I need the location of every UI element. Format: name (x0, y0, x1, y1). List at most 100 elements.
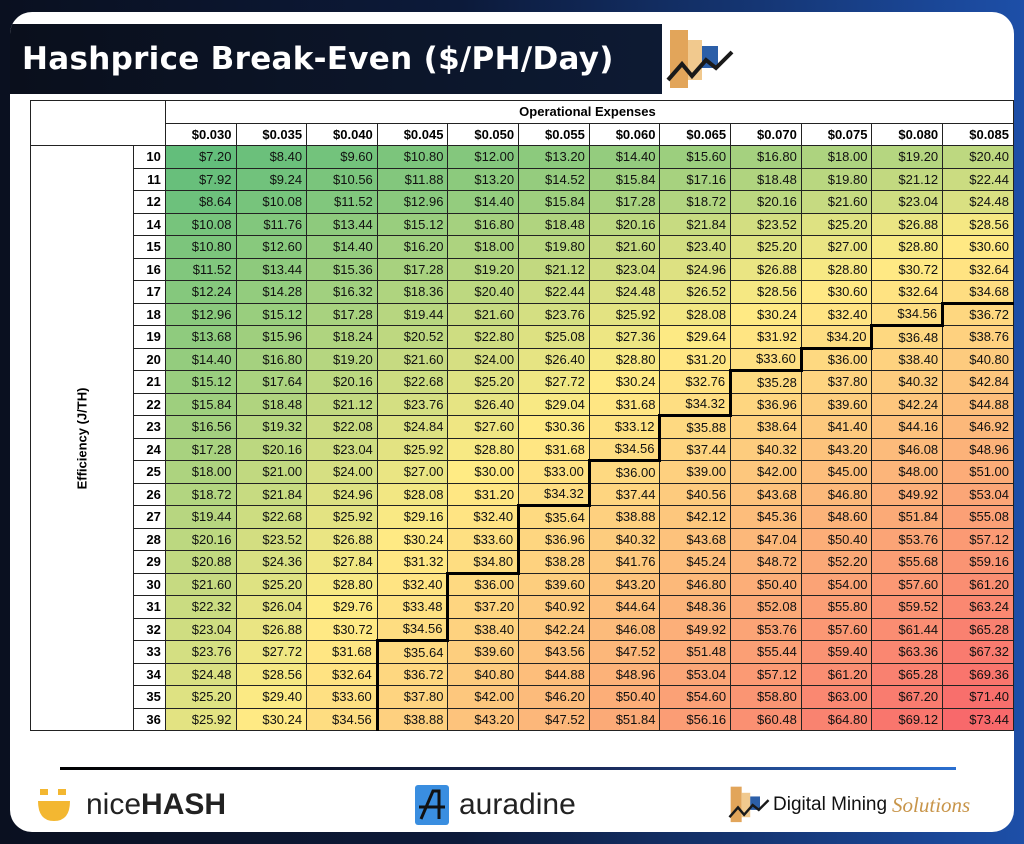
y-axis-label: Efficiency (J/TH) (74, 387, 90, 489)
heatmap-cell: $26.88 (871, 212, 944, 236)
row-header: 10 (132, 145, 166, 169)
heatmap-cell: $46.80 (659, 572, 732, 596)
heatmap-cell: $50.40 (800, 527, 873, 551)
heatmap-cell: $49.92 (659, 617, 732, 641)
table-row: 14 $10.08 $11.76 $13.44 $15.12 $16.80 $18.48 $2… (31, 212, 1014, 236)
heatmap-cell: $50.40 (730, 572, 802, 596)
row-header: 29 (132, 550, 166, 574)
heatmap-cell: $17.28 (376, 257, 449, 281)
heatmap-cell: $22.32 (164, 595, 237, 619)
heatmap-cell: $24.00 (447, 347, 520, 371)
heatmap-cell: $27.84 (306, 550, 378, 574)
heatmap-cell: $22.80 (447, 325, 520, 349)
heatmap-cell: $15.96 (235, 325, 308, 349)
heatmap-cell: $14.40 (306, 235, 378, 259)
heatmap-cell: $33.60 (730, 347, 802, 371)
table-row: 25 $18.00 $21.00 $24.00 $27.00 $30.00 $33.00 $3… (31, 459, 1014, 484)
heatmap-cell: $21.60 (800, 190, 873, 214)
nicehash-smile-icon (38, 789, 70, 821)
heatmap-cell: $39.60 (447, 640, 520, 664)
heatmap-cell: $65.28 (871, 662, 944, 686)
heatmap-cell: $45.36 (730, 505, 802, 529)
heatmap-cell: $24.96 (659, 257, 732, 281)
heatmap-cell: $23.76 (518, 302, 590, 326)
heatmap-cell: $55.68 (871, 550, 944, 574)
heatmap-cell: $43.68 (659, 527, 732, 551)
heatmap-cell: $16.80 (447, 212, 520, 236)
row-header: 34 (132, 662, 166, 686)
heatmap-cell: $38.64 (730, 415, 802, 439)
heatmap-cell: $48.60 (800, 505, 873, 529)
heatmap-cell: $47.04 (730, 527, 802, 551)
heatmap-cell: $18.24 (306, 325, 378, 349)
heatmap-cell: $34.80 (447, 550, 520, 574)
heatmap-cell: $25.20 (235, 572, 308, 596)
heatmap-cell: $36.72 (375, 662, 449, 686)
heatmap-cell: $26.52 (659, 280, 732, 304)
row-header: 31 (132, 595, 166, 619)
heatmap-cell: $37.80 (800, 370, 873, 394)
heatmap-cell: $51.48 (659, 640, 732, 664)
column-header: $0.085 (942, 122, 1014, 146)
heatmap-cell: $49.92 (871, 482, 944, 506)
table-row: 19 $13.68 $15.96 $18.24 $20.52 $22.80 $25.08 $2… (31, 324, 1014, 349)
heatmap-cell: $52.20 (800, 550, 873, 574)
heatmap-cell: $34.68 (942, 280, 1014, 304)
heatmap-cell: $19.20 (447, 257, 520, 281)
heatmap-cell: $31.20 (659, 347, 732, 371)
column-header: $0.045 (376, 122, 449, 146)
heatmap-cell: $26.04 (235, 595, 308, 619)
heatmap-cell: $61.20 (942, 572, 1014, 596)
heatmap-cell: $64.80 (800, 707, 873, 731)
heatmap-cell: $51.84 (588, 707, 661, 731)
dms-text: Digital Mining (773, 794, 888, 815)
heatmap-cell: $18.72 (164, 482, 237, 506)
heatmap-cell: $8.64 (164, 190, 237, 214)
heatmap-cell: $46.08 (588, 617, 661, 641)
table-row: 36 $25.92 $30.24 $34.56 $38.88 $43.20 $47.52 $5… (31, 707, 1014, 731)
row-header: 33 (132, 640, 166, 664)
heatmap-cell: $34.32 (659, 392, 732, 416)
table-row: 23 $16.56 $19.32 $22.08 $24.84 $27.60 $30.36 $3… (31, 414, 1014, 439)
column-header: $0.075 (800, 122, 873, 146)
heatmap-cell: $29.64 (659, 325, 732, 349)
row-header: 12 (132, 190, 166, 214)
heatmap-cell: $39.60 (800, 392, 873, 416)
heatmap-cell: $18.00 (447, 235, 520, 259)
heatmap-cell: $44.16 (871, 415, 944, 439)
heatmap-cell: $34.56 (871, 302, 944, 326)
heatmap-cell: $10.08 (164, 212, 237, 236)
heatmap-cell: $24.48 (164, 662, 237, 686)
heatmap-cell: $24.48 (588, 280, 661, 304)
heatmap-cell: $33.00 (518, 460, 590, 484)
heatmap-cell: $15.12 (376, 212, 449, 236)
y-axis-label-cell: Efficiency (J/TH) (30, 145, 134, 731)
heatmap-cell: $63.00 (800, 685, 873, 709)
row-header: 26 (132, 482, 166, 506)
heatmap-cell: $36.00 (799, 346, 873, 371)
heatmap-cell: $57.12 (942, 527, 1014, 551)
heatmap-cell: $53.04 (659, 662, 732, 686)
heatmap-cell: $25.92 (164, 707, 237, 731)
heatmap-cell: $25.20 (800, 212, 873, 236)
break-even-table: Operational Expenses $0.030 $0.035 $0.040 $… (30, 100, 1014, 731)
heatmap-cell: $55.44 (730, 640, 802, 664)
row-header: 28 (132, 527, 166, 551)
heatmap-cell: $30.36 (518, 415, 590, 439)
heatmap-cell: $42.84 (942, 370, 1014, 394)
heatmap-cell: $18.48 (730, 167, 802, 191)
heatmap-cell: $40.32 (730, 437, 802, 461)
heatmap-cell: $23.52 (235, 527, 308, 551)
heatmap-cell: $69.12 (871, 707, 944, 731)
heatmap-cell: $69.36 (942, 662, 1014, 686)
heatmap-cell: $38.40 (871, 347, 944, 371)
heatmap-cell: $27.00 (376, 460, 449, 484)
heatmap-cell: $30.24 (730, 302, 802, 326)
heatmap-cell: $23.04 (588, 257, 661, 281)
heatmap-cell: $25.20 (730, 235, 802, 259)
heatmap-cell: $43.56 (518, 640, 590, 664)
column-header: $0.040 (306, 122, 378, 146)
heatmap-cell: $48.96 (942, 437, 1014, 461)
row-header: 25 (132, 460, 166, 484)
heatmap-cell: $20.52 (376, 325, 449, 349)
